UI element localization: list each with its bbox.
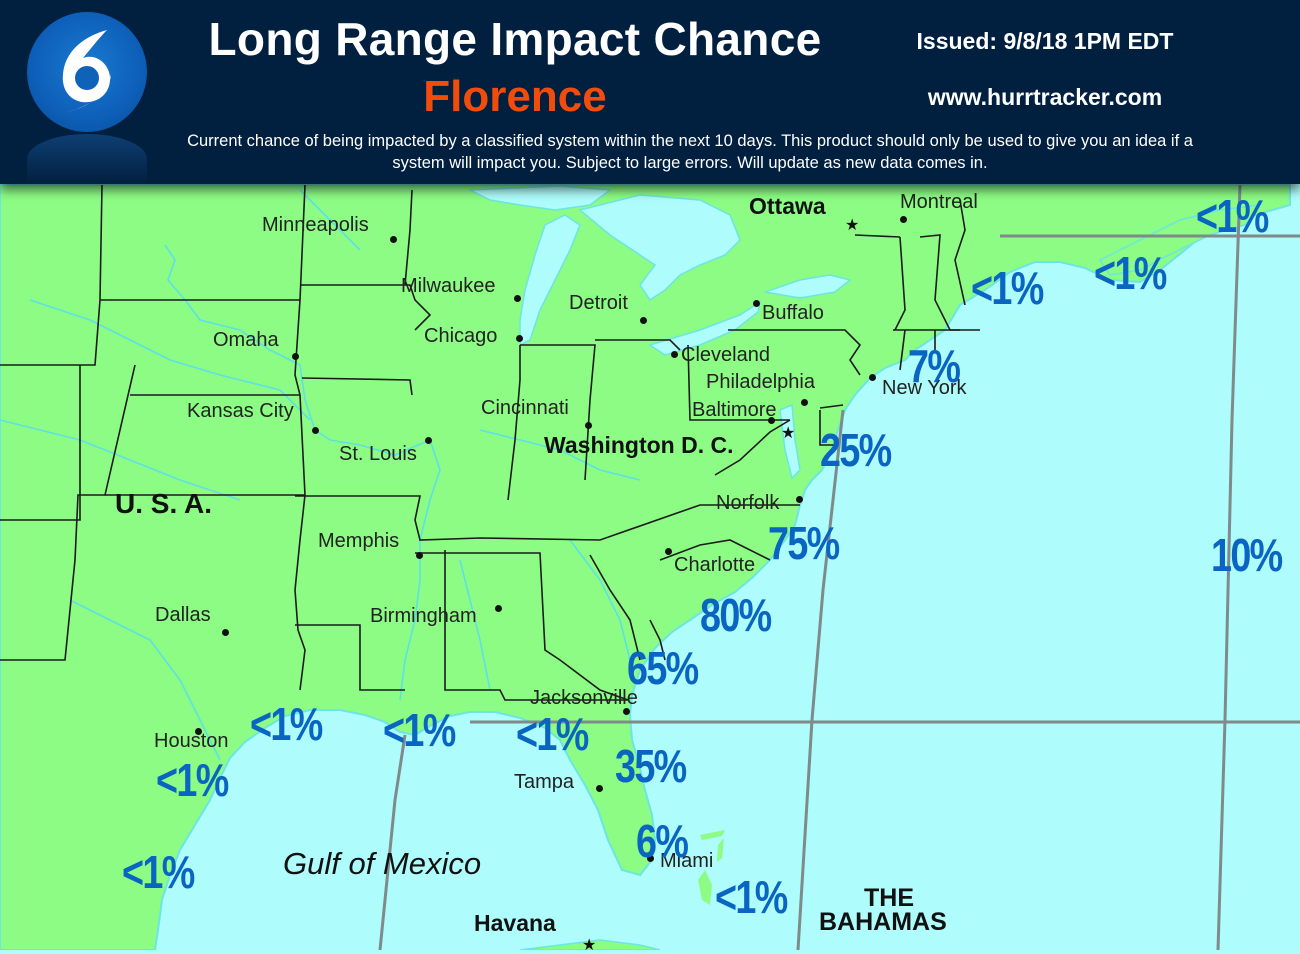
hurricane-logo xyxy=(27,12,147,132)
city-label-omaha: Omaha xyxy=(213,329,279,351)
city-dot xyxy=(585,422,592,429)
city-dot xyxy=(647,855,654,862)
capital-star-icon: ★ xyxy=(845,217,860,234)
impact-chance-label: 80% xyxy=(700,589,772,641)
lake-superior xyxy=(467,185,613,211)
city-label-chicago: Chicago xyxy=(424,325,498,347)
impact-chance-label: 25% xyxy=(820,424,892,476)
city-label-minneapolis: Minneapolis xyxy=(262,214,369,236)
city-label-cincinnati: Cincinnati xyxy=(481,397,569,419)
city-dot xyxy=(222,629,229,636)
city-dot xyxy=(514,295,521,302)
city-dot xyxy=(292,353,299,360)
city-label-new-york: New York xyxy=(882,377,967,399)
city-dot xyxy=(671,351,678,358)
header-banner: Long Range Impact Chance Florence Issued… xyxy=(0,0,1300,184)
city-label-dallas: Dallas xyxy=(155,604,211,626)
nova-scotia xyxy=(1098,204,1262,276)
water-label-gulf-of-mexico: Gulf of Mexico xyxy=(283,846,482,881)
impact-chance-label: <1% xyxy=(1094,247,1167,299)
capital-star-icon: ★ xyxy=(781,425,796,442)
city-dot xyxy=(900,216,907,223)
city-label-houston: Houston xyxy=(154,730,229,752)
impact-chance-label: <1% xyxy=(715,871,788,923)
state-borders xyxy=(0,184,980,701)
impact-chance-label: 10% xyxy=(1211,529,1283,581)
logo-reflection xyxy=(27,134,147,184)
city-dot xyxy=(768,417,775,424)
country-label-usa: U. S. A. xyxy=(115,488,212,519)
city-dot xyxy=(416,552,423,559)
impact-chance-label: 75% xyxy=(768,517,840,569)
region-label-the: THE xyxy=(864,884,914,912)
rivers xyxy=(0,189,641,761)
impact-chance-label: <1% xyxy=(516,708,589,760)
issued-timestamp: Issued: 9/8/18 1PM EDT xyxy=(916,28,1174,54)
cuba xyxy=(519,939,661,950)
city-dot xyxy=(425,437,432,444)
impact-chance-label: 6% xyxy=(636,815,689,867)
city-dot xyxy=(312,427,319,434)
lake-michigan xyxy=(519,214,581,347)
city-dot xyxy=(596,785,603,792)
capital-label-ottawa: Ottawa xyxy=(749,193,826,219)
city-label-st-louis: St. Louis xyxy=(339,443,417,465)
hurricane-icon xyxy=(62,30,111,112)
city-label-memphis: Memphis xyxy=(318,530,400,552)
city-label-birmingham: Birmingham xyxy=(370,605,477,627)
city-dot xyxy=(796,496,803,503)
city-label-charlotte: Charlotte xyxy=(674,554,756,576)
city-label-tampa: Tampa xyxy=(514,771,575,793)
page-title: Long Range Impact Chance xyxy=(208,13,822,65)
city-label-norfolk: Norfolk xyxy=(716,492,780,514)
impact-chance-label: <1% xyxy=(383,704,456,756)
city-label-philadelphia: Philadelphia xyxy=(706,371,815,393)
city-dot xyxy=(195,728,202,735)
description-text: Current chance of being impacted by a cl… xyxy=(187,132,1193,172)
city-label-miami: Miami xyxy=(660,850,714,872)
region-label-bahamas: BAHAMAS xyxy=(819,908,947,936)
city-dot xyxy=(801,399,808,406)
impact-chance-label: <1% xyxy=(122,846,195,898)
city-dot xyxy=(640,317,647,324)
website-link[interactable]: www.hurrtracker.com xyxy=(927,84,1163,110)
city-label-kansas-city: Kansas City xyxy=(187,400,294,422)
bahamas-island xyxy=(700,830,725,840)
city-label-jacksonville: Jacksonville xyxy=(530,687,638,709)
grid-lines xyxy=(378,184,1300,950)
impact-chance-label: <1% xyxy=(1196,190,1269,242)
impact-chance-label: 65% xyxy=(627,642,699,694)
bahamas-island xyxy=(717,838,724,862)
impact-chance-label: <1% xyxy=(156,754,229,806)
land-mass xyxy=(0,184,1291,950)
city-dot xyxy=(665,548,672,555)
city-label-montreal: Montreal xyxy=(900,191,978,213)
city-dot xyxy=(869,374,876,381)
lake-ontario xyxy=(764,274,852,299)
city-dot xyxy=(623,708,630,715)
impact-chance-label: <1% xyxy=(971,262,1044,314)
city-dot xyxy=(753,300,760,307)
city-dot xyxy=(516,335,523,342)
city-label-baltimore: Baltimore xyxy=(692,399,777,421)
city-label-detroit: Detroit xyxy=(569,292,628,314)
city-dot xyxy=(390,236,397,243)
impact-chance-label: 7% xyxy=(908,340,961,392)
city-label-milwaukee: Milwaukee xyxy=(401,275,496,297)
lake-huron xyxy=(578,194,741,302)
city-label-buffalo: Buffalo xyxy=(762,302,824,324)
impact-chance-label: <1% xyxy=(250,698,323,750)
storm-name: Florence xyxy=(423,72,607,121)
capital-star-icon: ★ xyxy=(582,937,597,954)
capital-label-washington: Washington D. C. xyxy=(544,432,734,458)
city-label-cleveland: Cleveland xyxy=(681,344,770,366)
impact-chance-label: 35% xyxy=(615,740,687,792)
capital-label-havana: Havana xyxy=(474,910,556,936)
city-dot xyxy=(495,605,502,612)
bahamas-island xyxy=(698,870,712,905)
